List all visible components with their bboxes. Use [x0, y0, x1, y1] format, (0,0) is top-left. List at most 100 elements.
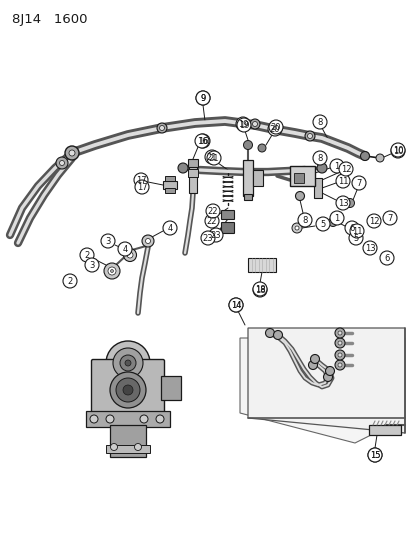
Text: 10: 10	[392, 147, 402, 156]
FancyBboxPatch shape	[165, 176, 175, 181]
Circle shape	[294, 226, 298, 230]
Circle shape	[69, 150, 75, 156]
Circle shape	[65, 146, 79, 160]
Circle shape	[367, 448, 381, 462]
Circle shape	[295, 191, 304, 200]
Text: 21: 21	[206, 152, 217, 161]
Circle shape	[334, 360, 344, 370]
Circle shape	[204, 214, 218, 228]
Circle shape	[252, 282, 266, 296]
Circle shape	[108, 267, 116, 275]
Circle shape	[101, 234, 115, 248]
Text: 14: 14	[230, 301, 241, 310]
Circle shape	[351, 176, 365, 190]
Text: 5: 5	[353, 233, 358, 243]
Circle shape	[140, 415, 147, 423]
Circle shape	[291, 223, 301, 233]
Text: 2: 2	[67, 277, 72, 286]
Circle shape	[134, 443, 141, 450]
Text: 7: 7	[387, 214, 392, 222]
Circle shape	[118, 242, 132, 256]
Text: 14: 14	[230, 301, 241, 310]
FancyBboxPatch shape	[242, 160, 252, 196]
FancyBboxPatch shape	[86, 411, 170, 427]
Circle shape	[195, 91, 209, 105]
FancyBboxPatch shape	[247, 258, 275, 272]
Circle shape	[308, 360, 317, 369]
Text: 1: 1	[334, 214, 339, 222]
Circle shape	[159, 125, 164, 131]
FancyBboxPatch shape	[106, 445, 150, 453]
Circle shape	[252, 283, 266, 297]
Circle shape	[157, 123, 166, 133]
Circle shape	[113, 348, 142, 378]
Circle shape	[334, 328, 344, 338]
Circle shape	[348, 231, 362, 245]
Circle shape	[110, 443, 117, 450]
Circle shape	[106, 341, 150, 385]
Text: 4: 4	[167, 223, 172, 232]
Text: 16: 16	[196, 136, 207, 146]
FancyBboxPatch shape	[221, 222, 234, 233]
Circle shape	[379, 251, 393, 265]
Circle shape	[375, 154, 383, 162]
Circle shape	[195, 134, 209, 148]
Circle shape	[104, 263, 120, 279]
Circle shape	[206, 151, 221, 165]
FancyBboxPatch shape	[221, 211, 234, 220]
Text: 8: 8	[316, 154, 322, 163]
Circle shape	[63, 274, 77, 288]
Text: 18: 18	[254, 286, 265, 295]
Circle shape	[344, 221, 358, 235]
Text: 3: 3	[89, 261, 95, 270]
Circle shape	[328, 217, 337, 227]
Circle shape	[110, 270, 113, 272]
Circle shape	[163, 221, 177, 235]
Circle shape	[127, 252, 133, 258]
Text: 15: 15	[369, 450, 379, 459]
Circle shape	[337, 363, 341, 367]
Circle shape	[316, 163, 326, 173]
Text: 8: 8	[301, 215, 307, 224]
Circle shape	[209, 228, 223, 242]
Circle shape	[257, 144, 266, 152]
Text: 12: 12	[340, 165, 350, 174]
Circle shape	[56, 157, 68, 169]
Circle shape	[249, 119, 259, 129]
Circle shape	[390, 144, 404, 158]
Text: 22: 22	[206, 216, 217, 225]
Circle shape	[178, 163, 188, 173]
Circle shape	[235, 117, 249, 131]
Circle shape	[315, 217, 329, 231]
Circle shape	[145, 238, 150, 244]
Circle shape	[195, 134, 209, 148]
FancyBboxPatch shape	[163, 181, 177, 189]
Circle shape	[265, 328, 274, 337]
Text: 8: 8	[316, 117, 322, 126]
Circle shape	[243, 141, 252, 149]
Circle shape	[90, 415, 98, 423]
Circle shape	[156, 415, 164, 423]
Circle shape	[329, 211, 343, 225]
Text: 20: 20	[269, 125, 280, 133]
Circle shape	[123, 248, 136, 262]
FancyBboxPatch shape	[293, 173, 303, 183]
Text: 11: 11	[351, 227, 361, 236]
Circle shape	[135, 180, 149, 194]
Circle shape	[125, 360, 131, 366]
Circle shape	[204, 150, 218, 164]
Circle shape	[123, 385, 133, 395]
Circle shape	[335, 174, 349, 188]
Circle shape	[362, 241, 376, 255]
FancyBboxPatch shape	[91, 359, 164, 415]
Circle shape	[349, 224, 363, 238]
Text: 10: 10	[392, 146, 402, 155]
Circle shape	[312, 115, 326, 129]
Circle shape	[59, 160, 64, 166]
Text: 2: 2	[84, 251, 89, 260]
Circle shape	[268, 120, 282, 134]
Circle shape	[273, 330, 282, 340]
Polygon shape	[247, 328, 404, 433]
Circle shape	[228, 298, 242, 312]
Text: 6: 6	[383, 254, 389, 262]
